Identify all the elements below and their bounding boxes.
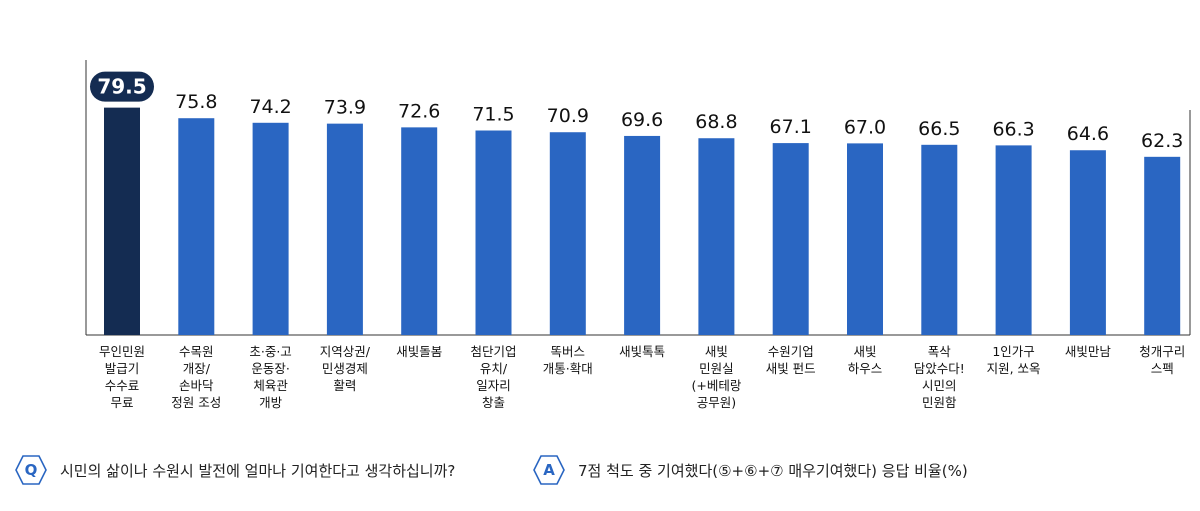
category-label: 초·중·고 운동장· 체육관 개방 [249,344,291,410]
value-label: 75.8 [175,91,217,113]
value-label: 69.6 [621,109,663,131]
survey-question: 시민의 삶이나 수원시 발전에 얼마나 기여한다고 생각하십니까? [60,461,456,480]
bar [624,135,661,335]
value-label: 64.6 [1067,123,1109,145]
bar [698,138,735,335]
question-row: Q 시민의 삶이나 수원시 발전에 얼마나 기여한다고 생각하십니까? [14,452,455,488]
bar [847,143,883,335]
bar [995,145,1032,335]
bar [475,130,512,335]
bar [401,127,438,335]
category-label: 지역상권/민생경제 활력 [320,344,371,393]
category-label: 수목원 개장/손바닥 정원 조성 [171,344,221,410]
value-label: 66.3 [992,118,1034,140]
category-label: 새빛만남 [1065,344,1112,359]
category-label: 새빛 민원실 (+베테랑 공무원) [691,344,741,410]
category-label: 첨단기업 유치/일자리 창출 [470,344,516,410]
question-badge-letter: Q [24,461,38,479]
bar [772,143,809,335]
value-label: 62.3 [1141,130,1183,152]
bar [1144,156,1181,335]
category-label: 새빛돌봄 [396,344,442,359]
category-label: 똑버스 개통·확대 [543,344,593,376]
bar [1069,150,1106,335]
bar [549,132,586,335]
bar [921,144,958,335]
category-label: 수원기업 새빛 펀드 [766,344,816,376]
bar [326,123,363,335]
question-badge: Q [14,453,48,487]
value-label: 74.2 [249,96,291,118]
category-label: 청개구리 스펙 [1139,344,1185,376]
category-label: 무인민원 발급기 수수료 무료 [99,344,145,410]
value-label: 68.8 [695,111,737,133]
value-label: 67.0 [844,116,886,138]
answer-badge: A [532,453,566,487]
category-label: 1인가구 지원, 쏘옥 [987,344,1041,376]
category-label: 새빛톡톡 [619,344,665,359]
bar [178,118,215,335]
bar-chart: 79.5 무인민원 발급기 수수료 무료 75.8 수목원 개장/손바닥 정원 조성 74.2 초·… [85,60,1191,410]
value-label: 70.9 [547,105,589,127]
answer-description: 7점 척도 중 기여했다(⑤+⑥+⑦ 매우기여했다) 응답 비율(%) [578,461,968,480]
bar [252,122,289,336]
bar [104,107,140,335]
category-label: 새빛 하우스 [848,344,883,376]
hexagon-icon [15,455,47,485]
value-label: 73.9 [324,97,366,119]
value-label: 66.5 [918,118,960,140]
answer-row: A 7점 척도 중 기여했다(⑤+⑥+⑦ 매우기여했다) 응답 비율(%) [532,452,968,488]
value-label: 71.5 [472,104,514,126]
answer-badge-letter: A [543,461,555,479]
value-label: 67.1 [770,116,812,138]
highlight-badge [90,71,154,102]
hexagon-icon [533,455,565,485]
value-label: 79.5 [97,75,146,99]
value-label: 72.6 [398,100,440,122]
category-label: 폭삭 담았수다! 시민의 민원함 [914,344,965,410]
